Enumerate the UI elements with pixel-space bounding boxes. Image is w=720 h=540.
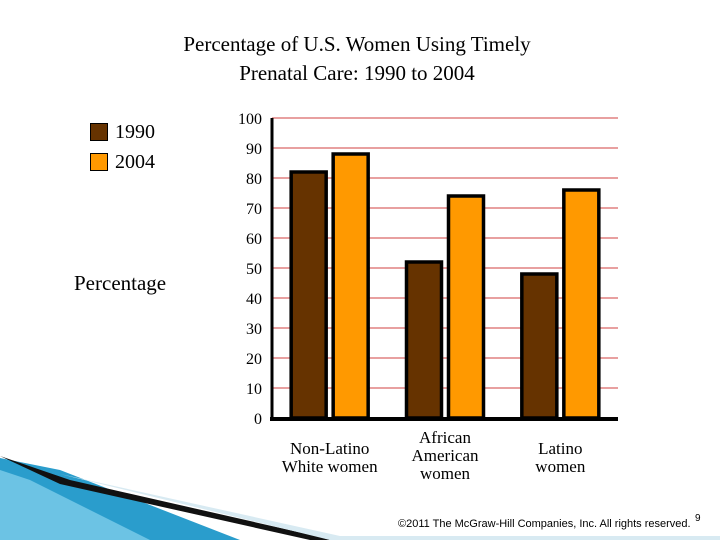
chart-title-line-1: Percentage of U.S. Women Using Timely — [183, 32, 531, 56]
x-category-label-2: African American women — [411, 428, 479, 483]
deco-blue-swoosh-light — [0, 470, 150, 540]
y-tick-label-60: 60 — [246, 231, 262, 248]
legend-label-2004: 2004 — [115, 150, 155, 173]
x-category-label-line: African — [419, 428, 471, 447]
bar-2004-cat1 — [331, 152, 370, 420]
bar-1990-cat2 — [404, 260, 444, 420]
y-tick-label-0: 0 — [254, 411, 262, 428]
x-category-label-line: women — [535, 457, 586, 476]
y-axis-label: Percentage — [74, 271, 167, 295]
legend-item-1990: 1990 — [90, 117, 155, 147]
copyright-notice: ©2011 The McGraw-Hill Companies, Inc. Al… — [398, 518, 691, 530]
x-category-label-line: American — [411, 446, 479, 465]
y-tick-label-40: 40 — [246, 291, 262, 308]
legend-swatch-2004 — [90, 153, 108, 171]
y-tick-label-10: 10 — [246, 381, 262, 398]
y-tick-label-50: 50 — [246, 261, 262, 278]
legend-label-1990: 1990 — [115, 120, 155, 143]
x-category-label-line: Non-Latino — [290, 439, 369, 458]
bar-2004-cat2 — [446, 194, 486, 420]
bar-1990-cat3 — [520, 272, 559, 420]
bar-1990-cat1 — [289, 170, 328, 420]
y-tick-label-80: 80 — [246, 171, 262, 188]
legend: 1990 2004 — [90, 117, 155, 177]
page-number: 9 — [695, 513, 701, 524]
x-category-label-line: White women — [282, 457, 378, 476]
y-tick-label-70: 70 — [246, 201, 262, 218]
y-tick-label-20: 20 — [246, 351, 262, 368]
chart-title: Percentage of U.S. Women Using Timely Pr… — [0, 30, 714, 88]
bar-2004-cat3 — [562, 188, 601, 420]
y-tick-label-90: 90 — [246, 141, 262, 158]
y-tick-label-100: 100 — [238, 111, 262, 128]
chart-title-line-2: Prenatal Care: 1990 to 2004 — [239, 61, 475, 85]
x-category-label-3: Latino women — [535, 439, 586, 476]
legend-swatch-1990 — [90, 123, 108, 141]
x-category-label-1: Non-Latino White women — [282, 439, 378, 476]
x-category-label-line: women — [420, 464, 471, 483]
y-tick-label-30: 30 — [246, 321, 262, 338]
legend-item-2004: 2004 — [90, 147, 155, 177]
x-category-label-line: Latino — [538, 439, 582, 458]
